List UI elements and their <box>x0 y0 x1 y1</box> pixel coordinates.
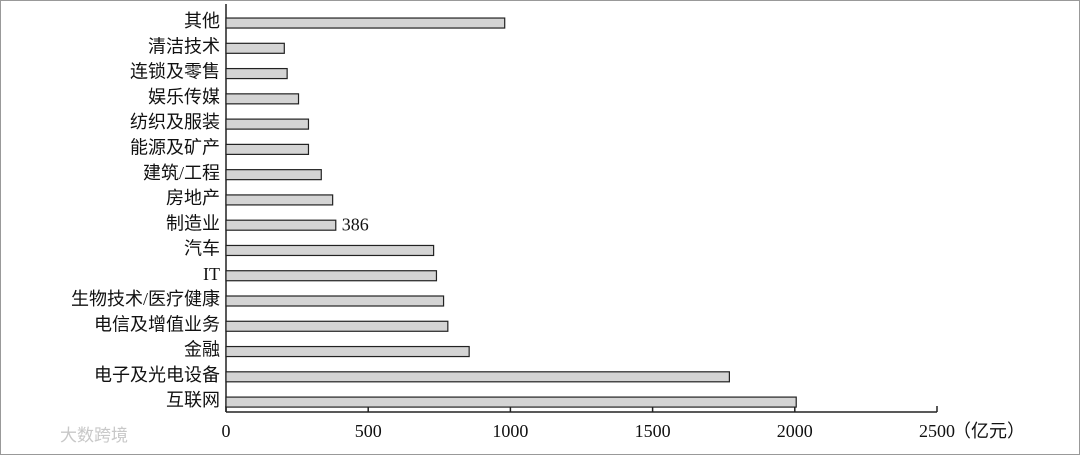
y-tick-label: 纺织及服装 <box>130 112 220 132</box>
bar <box>225 93 300 105</box>
x-tick-label: 2500 <box>919 421 955 441</box>
y-tick-label: 金融 <box>184 340 220 360</box>
bar <box>225 371 730 383</box>
bar <box>225 17 506 29</box>
bar <box>225 118 310 130</box>
bar <box>225 270 438 282</box>
x-tick-label: 1000 <box>492 421 528 441</box>
watermark: 大数跨境 <box>60 426 128 446</box>
bar <box>225 194 334 206</box>
bar <box>225 295 445 307</box>
bar <box>225 67 288 80</box>
x-tick-label: 0 <box>222 421 231 441</box>
y-tick-label: 互联网 <box>166 390 220 410</box>
y-tick-label: 能源及矿产 <box>130 138 220 158</box>
bar <box>225 219 337 231</box>
bar <box>225 244 435 257</box>
bar <box>225 169 322 181</box>
bar <box>225 396 797 408</box>
bar <box>225 42 285 54</box>
y-tick-label: 房地产 <box>166 188 220 208</box>
y-tick-label: 清洁技术 <box>148 36 220 56</box>
y-tick-label: 娱乐传媒 <box>148 87 220 107</box>
y-tick-label: 建筑/工程 <box>143 163 220 183</box>
bar <box>225 345 470 358</box>
value-label: 386 <box>342 214 369 234</box>
y-tick-label: IT <box>203 264 220 284</box>
x-tick-label: 500 <box>355 421 382 441</box>
x-tick-label: 1500 <box>635 421 671 441</box>
x-tick-label: 2000 <box>777 421 813 441</box>
y-tick-label: 电信及增值业务 <box>94 314 220 334</box>
y-tick-label: 其他 <box>184 11 220 31</box>
bar <box>225 320 449 332</box>
y-tick-label: 电子及光电设备 <box>94 365 220 385</box>
y-tick-label: 生物技术/医疗健康 <box>71 289 220 309</box>
x-axis-label: （亿元） <box>953 421 1025 441</box>
y-tick-label: 制造业 <box>166 213 220 233</box>
y-tick-label: 连锁及零售 <box>130 62 220 82</box>
y-tick-label: 汽车 <box>184 239 220 259</box>
bar <box>225 143 310 155</box>
